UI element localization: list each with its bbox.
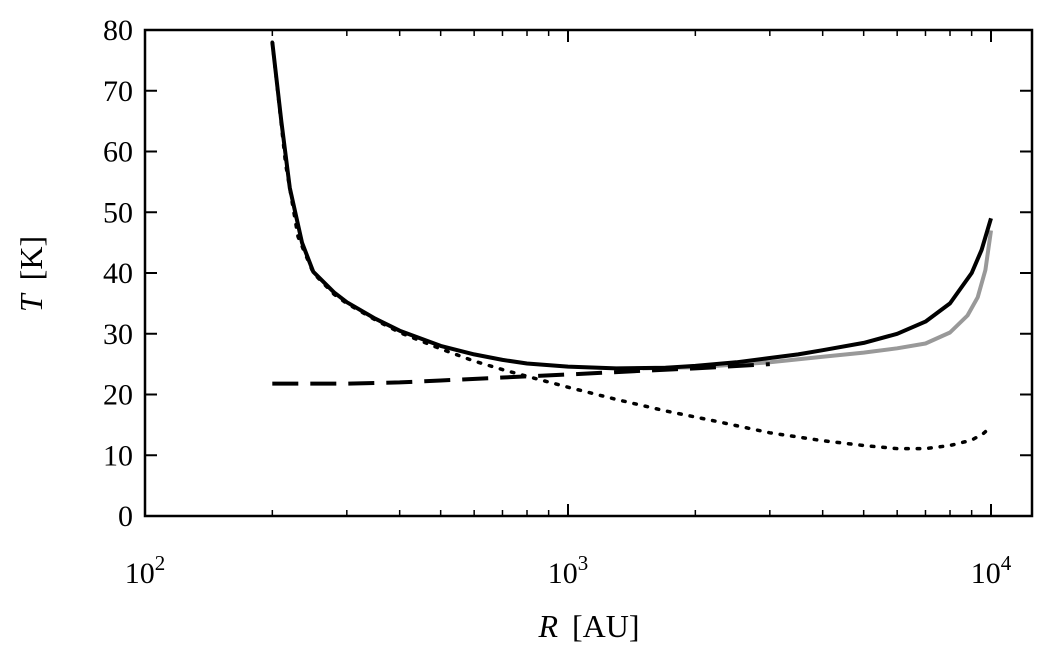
x-tick-label: 104 [971,551,1012,590]
series-line-dotted [270,40,993,451]
tick-layer [144,29,1032,517]
y-tick-label: 80 [103,14,133,47]
y-axis-unit: [K] [13,236,49,280]
x-tick-label: 102 [125,551,166,590]
y-tick-label: 70 [103,75,133,108]
y-tick-label: 30 [103,318,133,351]
series-line-solid [270,41,993,371]
x-axis-unit: [AU] [572,608,640,644]
y-axis-variable: T [13,292,49,312]
y-tick-label: 60 [103,136,133,169]
series-line-solid-grey [642,230,993,371]
y-tick-label: 10 [103,439,133,472]
x-tick-label: 103 [548,551,589,590]
y-tick-label: 0 [118,500,133,533]
x-axis-label: R [AU] [537,608,639,644]
plot-frame [143,28,1034,518]
series-layer [270,40,993,451]
y-tick-label: 50 [103,196,133,229]
x-axis-variable: R [537,608,558,644]
y-tick-label: 20 [103,379,133,412]
tick-label-layer: 0 10 20 30 40 50 60 70 80 102 103 104 [103,14,1012,590]
y-axis-label: T [K] [13,236,49,312]
y-tick-label: 40 [103,257,133,290]
series-line-dashed [272,362,770,386]
